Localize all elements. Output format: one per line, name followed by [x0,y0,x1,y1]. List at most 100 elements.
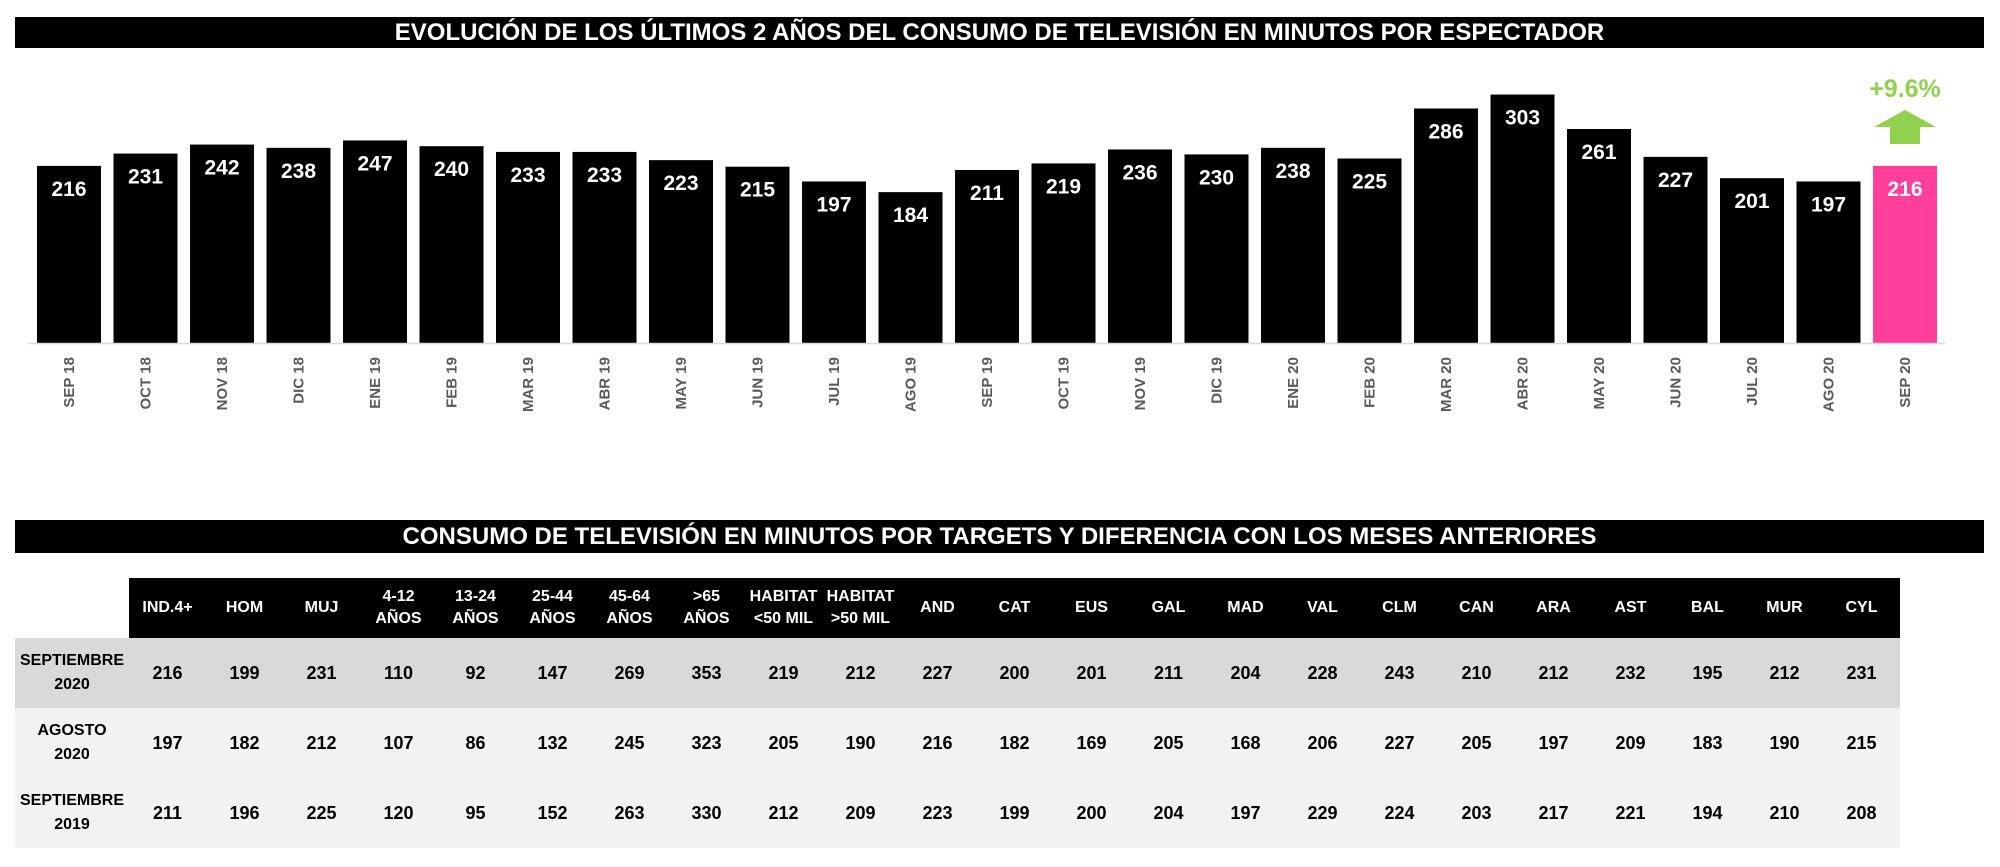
column-header: EUS [1053,578,1130,638]
table-cell: 152 [514,778,591,848]
bar-may-19 [649,160,713,343]
bar-may-20 [1567,128,1631,343]
table-cell: 211 [1130,638,1207,708]
table-cell: 215 [1823,708,1900,778]
column-header-text: 13-24 [455,588,496,605]
bar-value-label: 236 [1122,161,1157,184]
x-tick-label: SEP 19 [979,357,996,408]
bar-feb-20 [1337,158,1402,343]
table-cell: 209 [1592,708,1669,778]
bar-value-label: 216 [51,178,86,201]
column-header: MAD [1207,578,1284,638]
x-tick-label: ABR 20 [1515,357,1532,410]
bar-dic-19 [1184,154,1249,343]
row-label: SEPTIEMBRE 2020 [15,638,129,708]
column-header: BAL [1669,578,1746,638]
table-cell: 229 [1284,778,1361,848]
x-tick-label: OCT 19 [1056,357,1073,410]
table-cell: 227 [1361,708,1438,778]
column-header-text: CAT [998,599,1031,616]
x-tick-label: JUN 19 [750,357,767,408]
arrow-up-icon [1874,110,1936,144]
bar-value-label: 223 [663,172,698,195]
column-header-text: EUS [1075,599,1108,616]
table-cell: 211 [129,778,206,848]
table-cell: 183 [1669,708,1746,778]
table-cell: 182 [206,708,283,778]
column-header: HABITAT <50 MIL [745,578,822,638]
bar-dic-18 [266,147,331,343]
x-tick-label: JUL 20 [1744,357,1761,406]
bar-oct-19 [1031,163,1096,343]
table-cell: 169 [1053,708,1130,778]
column-header-text: MUJ [304,599,339,616]
x-tick-label: SEP 20 [1897,357,1914,408]
bar-nov-19 [1108,149,1172,343]
table-cell: 245 [591,708,668,778]
table-cell: 147 [514,638,591,708]
x-tick-label: JUN 20 [1668,357,1685,408]
table-cell: 208 [1823,778,1900,848]
table-cell: 206 [1284,708,1361,778]
bar-value-label: 230 [1199,166,1234,189]
table-cell: 205 [745,708,822,778]
row-label-text: AGOSTO [37,722,107,739]
table-row: SEPTIEMBRE 2020 216 199 231 110 92 147 269 353 219… [15,638,1900,708]
column-header-text: MAD [1227,599,1264,616]
row-label-text: SEPTIEMBRE [19,652,124,669]
column-header: ARA [1515,578,1592,638]
table-cell: 201 [1053,638,1130,708]
table-cell: 221 [1592,778,1669,848]
column-header: 25-44 AÑOS [514,578,591,638]
column-header: >65 AÑOS [668,578,745,638]
column-header: 13-24 AÑOS [437,578,514,638]
x-tick-label: AGO 20 [1821,357,1838,412]
row-label: SEPTIEMBRE 2019 [15,778,129,848]
table-cell: 200 [976,638,1053,708]
table-cell: 224 [1361,778,1438,848]
bar-mar-19 [496,151,560,343]
column-header: VAL [1284,578,1361,638]
column-header-text: AÑOS [452,610,499,627]
bar-value-label: 197 [816,193,851,216]
bar-value-label: 227 [1658,169,1693,192]
table-cell: 95 [437,778,514,848]
column-header-text: AÑOS [606,610,653,627]
bar-nov-18 [190,144,254,343]
column-header-text: AÑOS [529,610,576,627]
table-cell: 204 [1130,778,1207,848]
bar-value-label: 303 [1505,107,1540,130]
bar-abr-20 [1490,94,1555,343]
bar-value-label: 247 [357,152,392,175]
column-header: CAT [976,578,1053,638]
column-header-text: MUR [1766,599,1803,616]
x-tick-label: JUL 19 [826,357,843,406]
table-cell: 227 [899,638,976,708]
bar-value-label: 225 [1352,171,1387,194]
table-cell: 190 [822,708,899,778]
table-cell: 168 [1207,708,1284,778]
column-header-text: 4-12 [382,588,415,605]
bar-ago-19 [878,192,943,343]
row-label-text: 2020 [54,746,90,763]
table-cell: 204 [1207,638,1284,708]
table-cell: 92 [437,638,514,708]
table-cell: 209 [822,778,899,848]
table-cell: 225 [283,778,360,848]
table-cell: 269 [591,638,668,708]
column-header: GAL [1130,578,1207,638]
x-tick-label: MAR 19 [520,357,537,412]
row-label-text: SEPTIEMBRE [19,792,124,809]
column-header-text: AST [1614,599,1647,616]
table-cell: 107 [360,708,437,778]
table-cell: 217 [1515,778,1592,848]
column-header-text: GAL [1151,599,1186,616]
bar-chart: 216 SEP 18 231 OCT 18 242 NOV 18 238 DIC 18 247 E… [28,75,1945,412]
bar-mar-20 [1414,108,1478,343]
table-cell: 231 [283,638,360,708]
x-tick-label: NOV 18 [214,357,231,410]
table-cell: 110 [360,638,437,708]
bar-value-label: 201 [1734,190,1769,213]
table-cell: 212 [822,638,899,708]
column-header-text: CLM [1382,599,1417,616]
